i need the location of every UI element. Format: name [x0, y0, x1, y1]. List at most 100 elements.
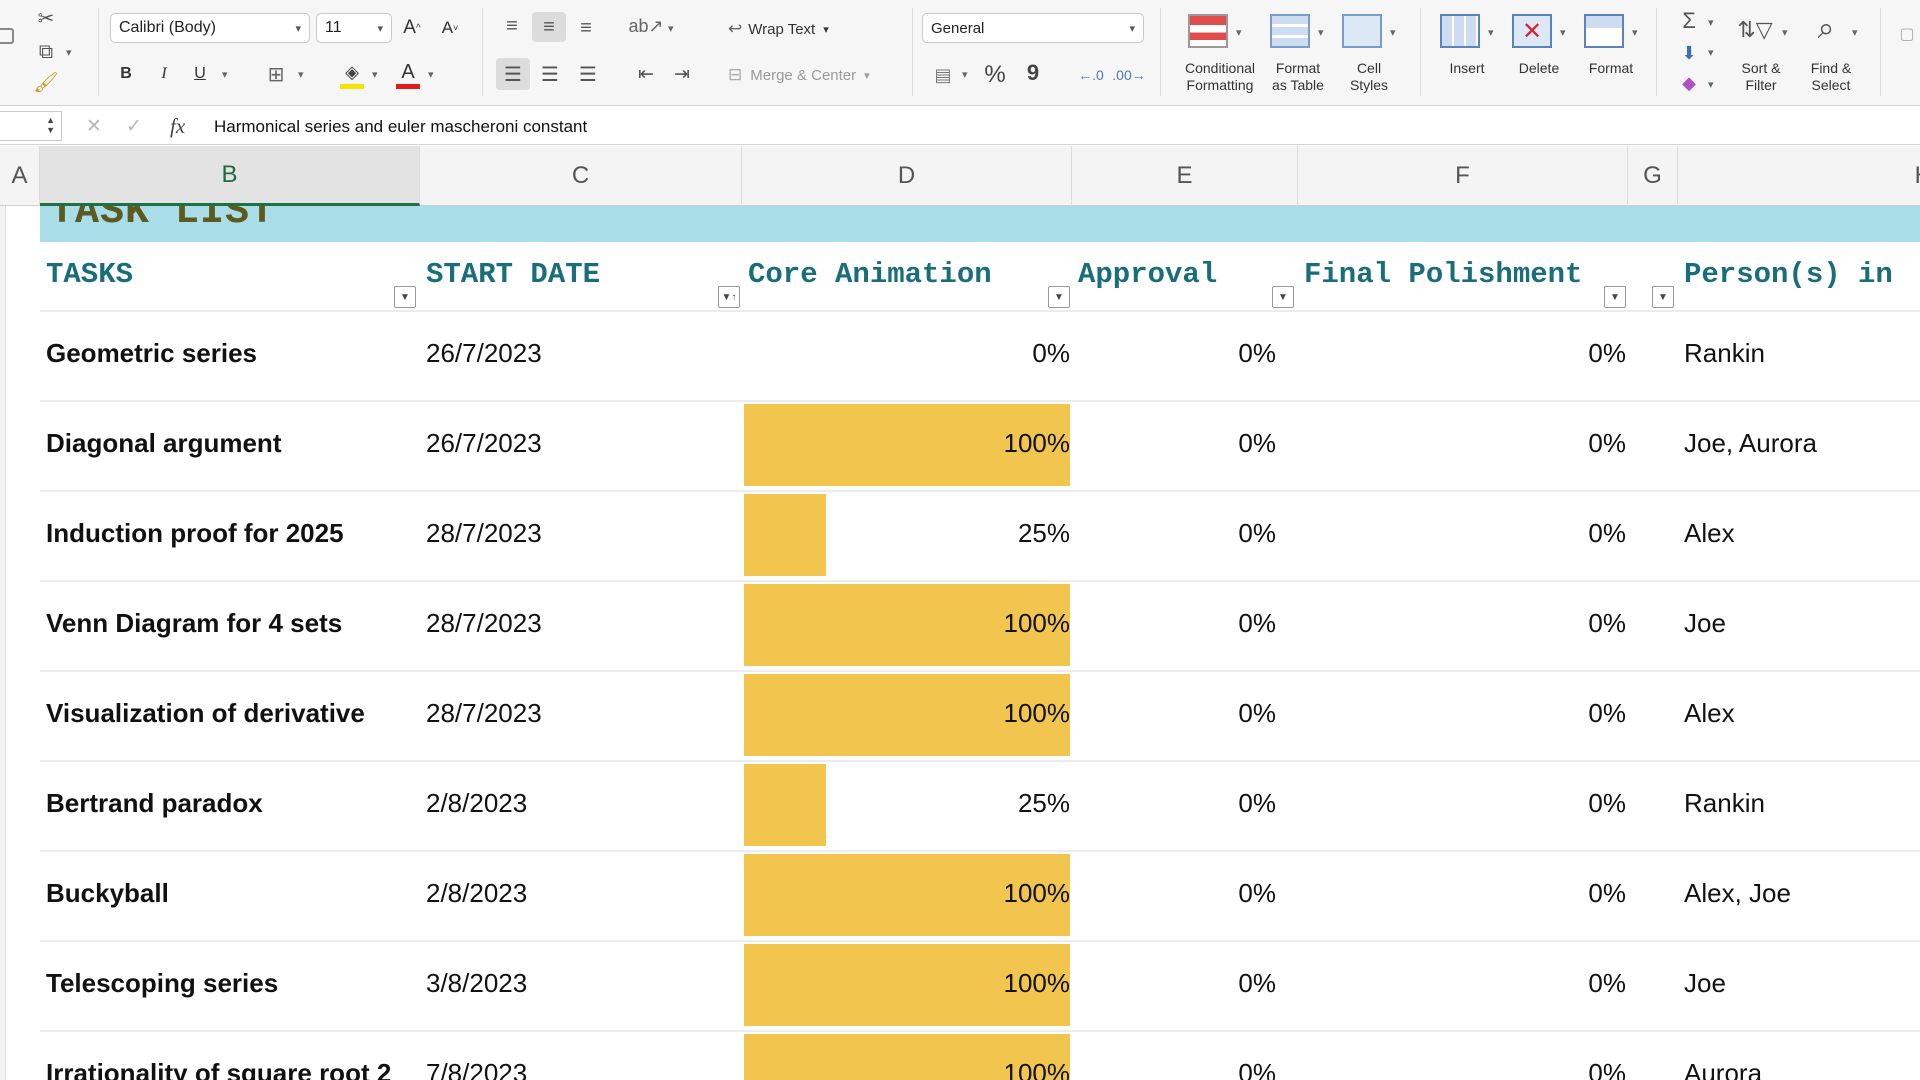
approval-cell[interactable]: 0% — [1238, 698, 1276, 728]
insert-dropdown-icon[interactable]: ▾ — [1488, 27, 1494, 39]
orientation-icon[interactable]: ab↗ — [628, 15, 664, 36]
decrease-indent-icon[interactable]: ⇤ — [638, 63, 654, 85]
fill-dropdown-icon[interactable]: ▾ — [1708, 47, 1714, 59]
format-dropdown-icon[interactable]: ▾ — [1632, 27, 1638, 39]
header-approval[interactable]: Approval — [1078, 258, 1218, 291]
font-color-icon[interactable]: A — [401, 60, 415, 83]
conditional-formatting-button[interactable]: Conditional Formatting — [1170, 60, 1270, 94]
start-date-cell[interactable]: 7/8/2023 — [426, 1058, 528, 1080]
align-center-icon[interactable]: ☰ — [541, 63, 559, 86]
approval-cell[interactable]: 0% — [1238, 878, 1276, 908]
clear-dropdown-icon[interactable]: ▾ — [1708, 79, 1714, 91]
format-button[interactable]: Format — [1588, 60, 1634, 76]
align-top-icon[interactable]: ≡ — [506, 14, 518, 37]
column-header-b[interactable]: B — [40, 146, 420, 206]
core-animation-cell[interactable]: 100% — [1003, 968, 1071, 998]
person-cell[interactable]: Rankin — [1684, 338, 1765, 368]
start-date-cell[interactable]: 3/8/2023 — [426, 968, 528, 998]
start-date-cell[interactable]: 2/8/2023 — [426, 788, 528, 818]
task-name-cell[interactable]: Venn Diagram for 4 sets — [46, 608, 343, 638]
header-final-polishment[interactable]: Final Polishment — [1304, 258, 1583, 291]
column-header-d[interactable]: D — [742, 146, 1072, 206]
delete-cells-icon[interactable]: ✕ — [1512, 14, 1552, 48]
task-name-cell[interactable]: Geometric series — [46, 338, 258, 368]
final-polishment-cell[interactable]: 0% — [1588, 338, 1626, 368]
header-start-date[interactable]: START DATE — [426, 258, 601, 291]
core-animation-cell[interactable]: 100% — [1003, 428, 1071, 458]
sensitivity-icon[interactable]: ▢ — [1899, 26, 1915, 43]
clear-icon[interactable]: ◆ — [1682, 72, 1696, 93]
approval-cell[interactable]: 0% — [1238, 968, 1276, 998]
cancel-entry-icon[interactable]: ✕ — [86, 116, 102, 137]
find-select-dropdown-icon[interactable]: ▾ — [1852, 27, 1858, 39]
task-name-cell[interactable]: Irrationality of square root 2 — [46, 1058, 392, 1080]
align-middle-icon[interactable]: ≡ — [532, 12, 566, 42]
header-persons[interactable]: Person(s) in — [1684, 258, 1893, 291]
confirm-entry-icon[interactable]: ✓ — [126, 116, 142, 137]
align-bottom-icon[interactable]: ≡ — [580, 16, 592, 39]
column-header-e[interactable]: E — [1072, 146, 1298, 206]
increase-indent-icon[interactable]: ⇥ — [674, 63, 690, 85]
person-cell[interactable]: Joe, Aurora — [1684, 428, 1817, 458]
copy-dropdown-icon[interactable]: ▾ — [66, 47, 72, 59]
decrease-decimal-icon[interactable]: .00→ — [1112, 67, 1146, 83]
person-cell[interactable]: Alex — [1684, 518, 1735, 548]
final-polishment-cell[interactable]: 0% — [1588, 608, 1626, 638]
orientation-dropdown-icon[interactable]: ▾ — [668, 23, 674, 35]
sort-filter-button[interactable]: Sort & Filter — [1726, 60, 1796, 94]
task-name-cell[interactable]: Diagonal argument — [46, 428, 282, 458]
bold-button[interactable]: B — [120, 65, 132, 82]
column-header-a[interactable]: A — [0, 146, 40, 206]
approval-cell[interactable]: 0% — [1238, 788, 1276, 818]
header-tasks[interactable]: TASKS — [46, 258, 134, 291]
final-polishment-cell[interactable]: 0% — [1588, 698, 1626, 728]
filter-dropdown-icon[interactable]: ▼ — [1048, 286, 1070, 308]
paste-icon[interactable] — [0, 28, 14, 44]
final-polishment-cell[interactable]: 0% — [1588, 1058, 1626, 1080]
approval-cell[interactable]: 0% — [1238, 518, 1276, 548]
final-polishment-cell[interactable]: 0% — [1588, 518, 1626, 548]
approval-cell[interactable]: 0% — [1238, 608, 1276, 638]
name-box[interactable]: ▲ ▼ — [0, 111, 62, 141]
start-date-cell[interactable]: 28/7/2023 — [426, 518, 542, 548]
font-color-dropdown-icon[interactable]: ▾ — [428, 69, 434, 81]
sort-filter-icon[interactable]: ⇅▽ — [1737, 17, 1773, 42]
approval-cell[interactable]: 0% — [1238, 338, 1276, 368]
comma-style-button[interactable]: 9 — [1026, 60, 1040, 85]
task-name-cell[interactable]: Bertrand paradox — [46, 788, 263, 818]
formula-input[interactable]: Harmonical series and euler mascheroni c… — [214, 117, 588, 136]
conditional-formatting-dropdown-icon[interactable]: ▾ — [1236, 27, 1242, 39]
column-header-f[interactable]: F — [1298, 146, 1628, 206]
insert-cells-icon[interactable] — [1440, 14, 1480, 48]
core-animation-cell[interactable]: 25% — [1017, 518, 1070, 548]
approval-cell[interactable]: 0% — [1238, 1058, 1276, 1080]
delete-button[interactable]: Delete — [1518, 60, 1560, 76]
underline-dropdown-icon[interactable]: ▾ — [222, 69, 228, 81]
core-animation-cell[interactable]: 100% — [1003, 608, 1071, 638]
align-right-icon[interactable]: ☰ — [579, 63, 597, 86]
search-icon[interactable]: ⌕ — [1817, 12, 1835, 45]
core-animation-cell[interactable]: 25% — [1017, 788, 1070, 818]
cell-styles-button[interactable]: Cell Styles — [1334, 60, 1404, 94]
filter-dropdown-icon[interactable]: ▼ — [1652, 286, 1674, 308]
accounting-dropdown-icon[interactable]: ▾ — [962, 69, 968, 81]
fill-icon[interactable]: ⬇ — [1681, 42, 1697, 63]
wrap-text-button[interactable]: ↩ Wrap Text ▾ — [728, 14, 898, 44]
borders-dropdown-icon[interactable]: ▾ — [298, 69, 304, 81]
format-as-table-button[interactable]: Format as Table — [1258, 60, 1338, 94]
format-painter-icon[interactable]: 🖌 — [33, 71, 59, 94]
final-polishment-cell[interactable]: 0% — [1588, 878, 1626, 908]
align-left-icon[interactable]: ☰ — [496, 58, 530, 90]
start-date-cell[interactable]: 28/7/2023 — [426, 698, 542, 728]
start-date-cell[interactable]: 2/8/2023 — [426, 878, 528, 908]
number-format-select[interactable]: General ▾ — [922, 13, 1144, 43]
conditional-formatting-icon[interactable] — [1188, 14, 1228, 48]
person-cell[interactable]: Joe — [1684, 968, 1726, 998]
decrease-font-icon[interactable]: A ˅ — [441, 18, 459, 37]
start-date-cell[interactable]: 26/7/2023 — [426, 338, 542, 368]
fill-color-icon[interactable]: ◈ — [345, 61, 359, 82]
cut-icon[interactable]: ✂ — [37, 7, 55, 30]
borders-icon[interactable]: ⊞ — [267, 63, 285, 86]
person-cell[interactable]: Joe — [1684, 608, 1726, 638]
filter-dropdown-icon[interactable]: ▼ — [1272, 286, 1294, 308]
